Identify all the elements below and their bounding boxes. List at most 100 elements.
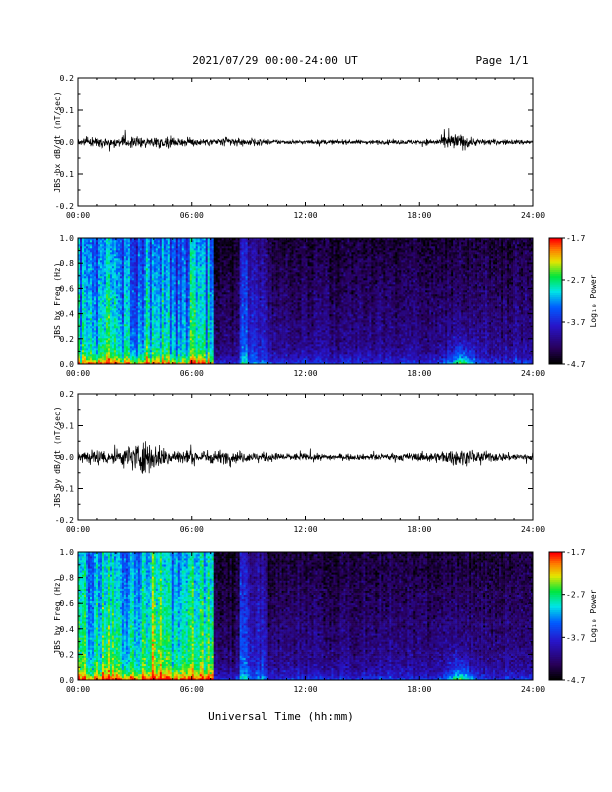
spectrogram-cell [166, 278, 168, 280]
spectrogram-cell [142, 288, 144, 290]
spectrogram-cell [214, 268, 216, 270]
spectrogram-cell [106, 256, 108, 258]
spectrogram-cell [210, 338, 212, 340]
spectrogram-cell [100, 316, 102, 318]
spectrogram-cell [90, 280, 92, 282]
spectrogram-cell [184, 314, 186, 316]
spectrogram-cell [198, 342, 200, 344]
spectrogram-cell [110, 264, 112, 266]
spectrogram-cell [210, 330, 212, 332]
spectrogram-cell [202, 252, 204, 254]
spectrogram-cell [190, 322, 192, 324]
spectrogram-cell [128, 276, 130, 278]
spectrogram-cell [102, 260, 104, 262]
spectrogram-cell [180, 280, 182, 282]
spectrogram-cell [120, 348, 122, 350]
spectrogram-cell [190, 270, 192, 272]
spectrogram-cell [98, 250, 100, 252]
spectrogram-cell [102, 288, 104, 290]
spectrogram-cell [116, 348, 118, 350]
spectrogram-cell [170, 300, 172, 302]
spectrogram-cell [210, 306, 212, 308]
spectrogram-cell [124, 324, 126, 326]
spectrogram-cell [96, 324, 98, 326]
spectrogram-cell [148, 274, 150, 276]
spectrogram-cell [224, 320, 226, 322]
spectrogram-cell [226, 328, 228, 330]
spectrogram-cell [156, 340, 158, 342]
spectrogram-cell [210, 280, 212, 282]
spectrogram-cell [224, 242, 226, 244]
spectrogram-cell [168, 320, 170, 322]
spectrogram-cell [140, 258, 142, 260]
spectrogram-cell [120, 346, 122, 348]
spectrogram-cell [216, 350, 218, 352]
spectrogram-cell [118, 272, 120, 274]
spectrogram-cell [144, 310, 146, 312]
spectrogram-cell [220, 296, 222, 298]
spectrogram-cell [230, 354, 232, 356]
spectrogram-cell [222, 282, 224, 284]
spectrogram-cell [158, 348, 160, 350]
spectrogram-cell [186, 302, 188, 304]
spectrogram-cell [156, 256, 158, 258]
spectrogram-cell [154, 250, 156, 252]
spectrogram-cell [208, 266, 210, 268]
spectrogram-cell [106, 322, 108, 324]
spectrogram-cell [230, 258, 232, 260]
spectrogram-cell [106, 264, 108, 266]
spectrogram-cell [182, 342, 184, 344]
spectrogram-cell [198, 282, 200, 284]
spectrogram-cell [82, 252, 84, 254]
spectrogram-cell [210, 310, 212, 312]
spectrogram-cell [120, 256, 122, 258]
spectrogram-cell [140, 248, 142, 250]
spectrogram-cell [230, 350, 232, 352]
spectrogram-cell [102, 286, 104, 288]
spectrogram-cell [148, 308, 150, 310]
spectrogram-cell [124, 252, 126, 254]
spectrogram-cell [84, 250, 86, 252]
spectrogram-cell [148, 360, 150, 362]
spectrogram-cell [214, 342, 216, 344]
spectrogram-cell [224, 264, 226, 266]
spectrogram-cell [174, 308, 176, 310]
spectrogram-cell [190, 278, 192, 280]
spectrogram-cell [92, 316, 94, 318]
spectrogram-cell [86, 244, 88, 246]
spectrogram-cell [122, 292, 124, 294]
spectrogram-cell [84, 322, 86, 324]
spectrogram-cell [140, 270, 142, 272]
spectrogram-cell [210, 266, 212, 268]
spectrogram-cell [144, 350, 146, 352]
spectrogram-cell [156, 262, 158, 264]
spectrogram-cell [224, 354, 226, 356]
spectrogram-cell [154, 342, 156, 344]
spectrogram-cell [200, 258, 202, 260]
spectrogram-cell [92, 288, 94, 290]
spectrogram-cell [92, 330, 94, 332]
spectrogram-cell [92, 336, 94, 338]
spectrogram-cell [222, 360, 224, 362]
spectrogram-cell [206, 342, 208, 344]
spectrogram-cell [128, 260, 130, 262]
spectrogram-cell [214, 260, 216, 262]
spectrogram-cell [132, 294, 134, 296]
spectrogram-cell [174, 300, 176, 302]
spectrogram-cell [144, 270, 146, 272]
spectrogram-cell [112, 350, 114, 352]
spectrogram-cell [162, 334, 164, 336]
spectrogram-cell [142, 352, 144, 354]
spectrogram-cell [90, 344, 92, 346]
spectrogram-cell [190, 310, 192, 312]
spectrogram-cell [116, 258, 118, 260]
spectrogram-cell [166, 258, 168, 260]
spectrogram-cell [208, 244, 210, 246]
spectrogram-cell [190, 318, 192, 320]
spectrogram-cell [100, 292, 102, 294]
spectrogram-cell [124, 262, 126, 264]
spectrogram-cell [188, 310, 190, 312]
spectrogram-cell [96, 254, 98, 256]
spectrogram-cell [174, 268, 176, 270]
spectrogram-cell [224, 346, 226, 348]
